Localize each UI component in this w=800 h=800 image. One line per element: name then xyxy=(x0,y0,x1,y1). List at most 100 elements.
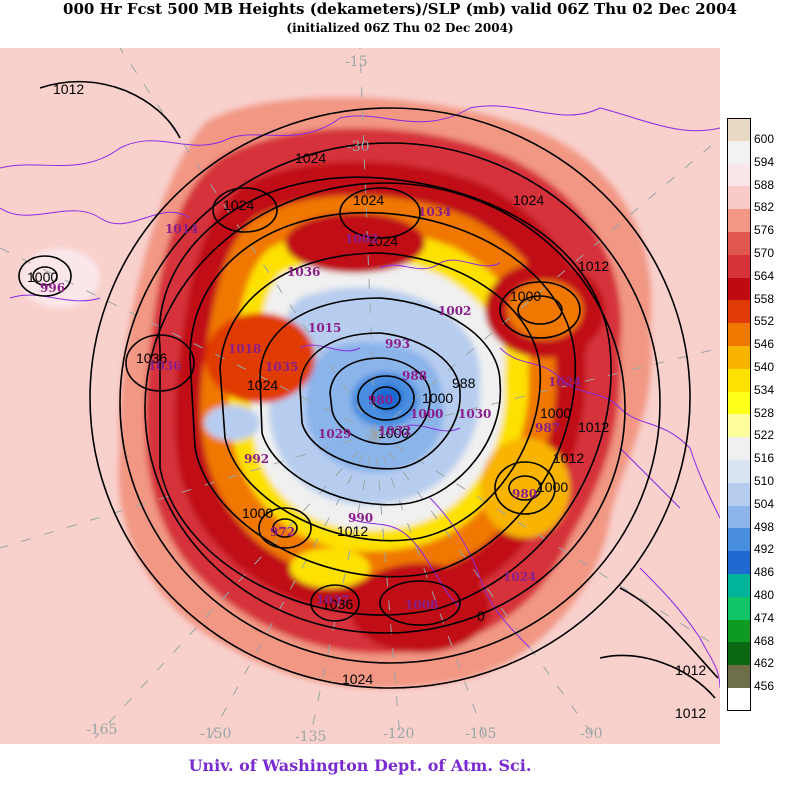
legend-row xyxy=(727,687,800,711)
legend-label: 504 xyxy=(754,496,775,511)
pressure-center-label: 1036 xyxy=(287,265,320,279)
legend-row: 528 xyxy=(727,391,800,420)
pressure-center-label: 1018 xyxy=(228,342,261,356)
slp-label: 1012 xyxy=(337,523,368,539)
slp-label: 1024 xyxy=(342,671,373,687)
pressure-center-label: 1035 xyxy=(265,360,298,374)
legend-swatch xyxy=(727,118,751,141)
pressure-center-label: 1000 xyxy=(410,407,443,421)
legend-swatch xyxy=(727,277,751,301)
pressure-center-label: 1032 xyxy=(378,424,411,438)
legend-swatch xyxy=(727,209,751,232)
pressure-center-label: 992 xyxy=(244,452,269,466)
credit-line: Univ. of Washington Dept. of Atm. Sci. xyxy=(188,756,532,775)
slp-label: 0 xyxy=(477,608,485,624)
legend-swatch xyxy=(727,391,751,415)
legend-label: 510 xyxy=(754,473,775,488)
legend-label: 534 xyxy=(754,382,775,397)
legend-label: 594 xyxy=(754,154,775,169)
legend-swatch xyxy=(727,619,751,643)
map-title: 000 Hr Fcst 500 MB Heights (dekameters)/… xyxy=(63,0,737,18)
legend-label: 564 xyxy=(754,268,775,283)
longitude-label: -150 xyxy=(200,726,231,742)
height-color-legend: 600 594 588 582 576 570 564 558 552 546 540 534 528 5… xyxy=(727,118,800,711)
slp-label: 1000 xyxy=(27,269,58,285)
slp-label: 988 xyxy=(452,375,476,391)
legend-row: 582 xyxy=(727,186,800,214)
legend-swatch xyxy=(727,642,751,666)
slp-label: 1024 xyxy=(353,192,384,208)
slp-label: 1024 xyxy=(247,377,278,393)
slp-label: 1024 xyxy=(367,233,398,249)
height-slp-map: 1012 1024 1024 1024 1024 1024 1012 1000 … xyxy=(0,48,720,744)
legend-label: 516 xyxy=(754,451,775,466)
legend-label: 492 xyxy=(754,542,775,557)
pressure-center-label: 1008 xyxy=(405,598,438,612)
legend-swatch xyxy=(727,345,751,369)
legend-label: 588 xyxy=(754,177,775,192)
legend-swatch xyxy=(727,323,751,346)
legend-row: 534 xyxy=(727,368,800,397)
legend-row: 588 xyxy=(727,163,800,192)
legend-swatch xyxy=(727,505,751,529)
slp-label: 1012 xyxy=(53,81,84,97)
pressure-center-label: 1030 xyxy=(458,407,491,421)
slp-label: 1036 xyxy=(322,596,353,612)
legend-row: 462 xyxy=(727,642,800,670)
longitude-lines xyxy=(0,48,720,739)
slp-isobars xyxy=(18,80,719,699)
pressure-center-label: 980 xyxy=(512,487,537,501)
legend-label: 552 xyxy=(754,314,775,329)
pressure-center-label: 1036 xyxy=(148,359,181,373)
legend-label: 570 xyxy=(754,245,775,260)
legend-row: 504 xyxy=(727,482,800,511)
legend-row: 600 xyxy=(727,118,800,146)
legend-row: 594 xyxy=(727,140,800,169)
legend-swatch xyxy=(727,368,751,392)
pressure-center-label: 1037 xyxy=(316,593,349,607)
longitude-label: -105 xyxy=(465,726,496,742)
slp-label: 1012 xyxy=(675,705,706,721)
longitude-label: -30 xyxy=(347,139,370,155)
legend-label: 576 xyxy=(754,223,775,238)
slp-label: 1000 xyxy=(540,405,571,421)
slp-label: 1024 xyxy=(513,192,544,208)
pressure-center-label: 972 xyxy=(270,525,295,539)
legend-row: 516 xyxy=(727,437,800,465)
pressure-center-label: 993 xyxy=(385,337,410,351)
slp-label: 1012 xyxy=(675,662,706,678)
legend-swatch xyxy=(727,140,751,164)
legend-row: 486 xyxy=(727,551,800,579)
legend-row: 558 xyxy=(727,277,800,306)
legend-label: 486 xyxy=(754,565,775,580)
legend-row: 468 xyxy=(727,619,800,648)
legend-swatch xyxy=(727,551,751,574)
legend-label: 480 xyxy=(754,587,775,602)
legend-swatch xyxy=(727,665,751,688)
longitude-label: -135 xyxy=(295,729,326,744)
pressure-center-label: 996 xyxy=(40,281,65,295)
legend-row: 546 xyxy=(727,323,800,351)
map-subtitle: (initialized 06Z Thu 02 Dec 2004) xyxy=(286,21,514,35)
slp-label: 1012 xyxy=(578,419,609,435)
legend-label: 558 xyxy=(754,291,775,306)
slp-label: 1012 xyxy=(578,258,609,274)
legend-row: 480 xyxy=(727,573,800,602)
legend-swatch xyxy=(727,437,751,460)
slp-label: 1036 xyxy=(136,350,167,366)
slp-label: 1000 xyxy=(510,288,541,304)
longitude-label: -120 xyxy=(383,726,414,742)
legend-row: 552 xyxy=(727,300,800,328)
pressure-center-label: 988 xyxy=(402,369,427,383)
slp-label: 1012 xyxy=(553,450,584,466)
pressure-center-label: 1014 xyxy=(165,222,198,236)
legend-row: 564 xyxy=(727,254,800,283)
longitude-label: -15 xyxy=(345,54,368,70)
slp-label: 1000 xyxy=(242,505,273,521)
legend-row: 540 xyxy=(727,345,800,374)
slp-label: 1024 xyxy=(295,150,326,166)
legend-row: 474 xyxy=(727,596,800,625)
legend-label: 528 xyxy=(754,405,775,420)
legend-label: 540 xyxy=(754,359,775,374)
slp-label: 1000 xyxy=(422,390,453,406)
